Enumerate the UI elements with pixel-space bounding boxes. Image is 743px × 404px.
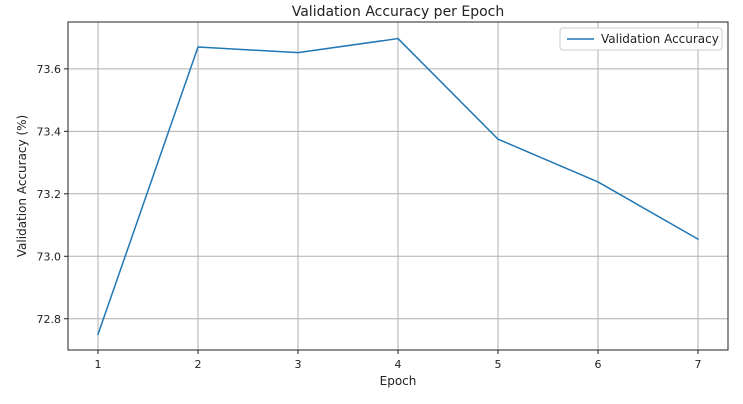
- legend-label: Validation Accuracy: [601, 32, 719, 46]
- x-tick-label: 1: [95, 358, 102, 371]
- y-tick-label: 73.0: [37, 250, 62, 263]
- x-axis-ticks: 1 2 3 4 5 6 7: [95, 350, 702, 371]
- y-tick-label: 73.2: [37, 188, 62, 201]
- series-layer: [97, 37, 699, 336]
- data-point: [597, 181, 599, 183]
- data-point: [497, 138, 499, 140]
- x-tick-label: 6: [595, 358, 602, 371]
- x-tick-label: 3: [295, 358, 302, 371]
- data-point: [97, 333, 99, 336]
- data-point: [197, 46, 199, 48]
- x-tick-label: 7: [695, 358, 702, 371]
- x-tick-label: 4: [395, 358, 402, 371]
- data-point: [697, 238, 699, 240]
- y-tick-label: 72.8: [37, 313, 62, 326]
- legend: Validation Accuracy: [559, 27, 723, 51]
- x-axis-label: Epoch: [380, 374, 417, 388]
- y-axis-ticks: 72.8 73.0 73.2 73.4 73.6: [37, 63, 68, 326]
- x-tick-label: 2: [195, 358, 202, 371]
- chart-title: Validation Accuracy per Epoch: [292, 4, 505, 20]
- x-tick-label: 5: [495, 358, 502, 371]
- y-axis-label: Validation Accuracy (%): [15, 115, 29, 257]
- data-point: [297, 51, 299, 54]
- y-tick-label: 73.4: [37, 125, 62, 138]
- legend-box: [559, 27, 723, 51]
- y-tick-label: 73.6: [37, 63, 62, 76]
- data-point: [397, 37, 399, 40]
